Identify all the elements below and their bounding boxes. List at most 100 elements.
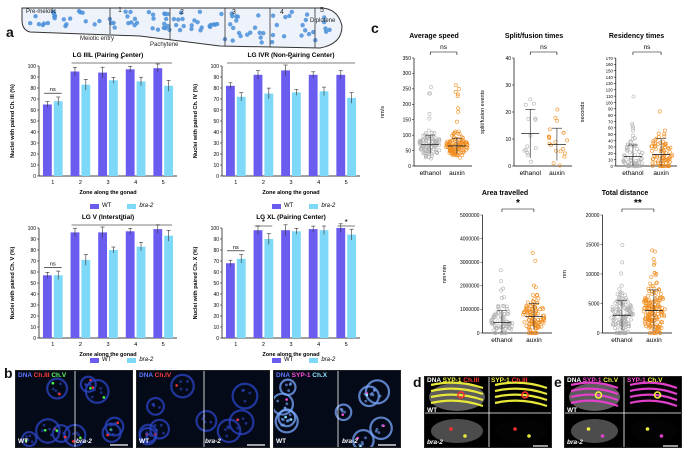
data-point: [627, 324, 632, 329]
chromatin: [288, 383, 292, 386]
y-tick-label: 30: [505, 83, 511, 89]
data-point: [624, 319, 628, 324]
data-point: [529, 159, 534, 164]
y-tick-label: 3000000: [460, 260, 480, 266]
gonad-nucleus: [306, 31, 312, 37]
legend-bra2-label: bra-2: [139, 203, 154, 209]
data-point: [655, 161, 660, 165]
micro-b3-nuclei: [274, 371, 396, 447]
data-point: [631, 163, 636, 167]
data-point: [658, 292, 663, 296]
gonad-nucleus: [197, 9, 203, 15]
y-tick-label: 1000000: [460, 307, 480, 313]
x-tick-label: auxin: [646, 337, 662, 344]
y-tick-label: 90: [30, 75, 36, 81]
micro-label-wt: WT: [567, 407, 578, 414]
gonad-nucleus: [258, 35, 263, 40]
data-point: [451, 151, 456, 155]
data-point: [662, 134, 667, 138]
x-tick-label: 3: [106, 180, 109, 186]
data-point: [536, 317, 541, 322]
data-point: [525, 314, 530, 318]
chromatin: [62, 431, 66, 435]
y-tick-label: 10: [30, 163, 36, 169]
y-tick-label: 170: [606, 56, 614, 61]
legend-bra2-swatch: [309, 357, 319, 363]
gonad-schematic: Pre-meiotic 1 2 3 4 5 Diplotene Meiotic …: [21, 7, 343, 49]
fish-signal: [89, 386, 92, 390]
fish-signal: [356, 436, 359, 440]
data-point: [534, 331, 539, 335]
data-point: [652, 313, 657, 318]
data-point: [657, 314, 662, 319]
micro-d: DNA SYP-1 Ch.III SYP-1 Ch.III WT bra-2: [424, 376, 552, 448]
fish-signal: [55, 429, 59, 432]
y-axis-label: Nuclei with paired Ch. III (%): [10, 84, 16, 158]
y-tick-label: 50: [30, 281, 36, 287]
y-tick-label: 80: [30, 248, 36, 254]
gonad-nucleus: [189, 26, 194, 32]
data-point: [641, 299, 646, 304]
gonad-nucleus: [167, 27, 172, 33]
data-point: [626, 160, 631, 164]
x-tick-label: 5: [345, 342, 348, 348]
y-tick-label: 60: [30, 270, 36, 276]
bar-bra2: [109, 250, 118, 338]
data-point: [434, 147, 438, 152]
chart-title: Split/fusion times: [505, 33, 563, 40]
data-point: [660, 320, 665, 325]
y-tick-label: 4000000: [460, 236, 480, 242]
data-point: [653, 154, 658, 159]
chromatin: [159, 423, 163, 427]
data-point: [437, 143, 442, 147]
synaptonemal-complex: [430, 387, 484, 396]
data-point: [643, 295, 648, 300]
data-point: [429, 144, 433, 149]
data-point: [626, 142, 631, 147]
y-tick-label: 70: [30, 97, 36, 103]
gonad-nucleus: [83, 19, 88, 24]
data-point: [615, 305, 619, 309]
y-tick-label: 60: [213, 270, 219, 276]
data-point: [427, 149, 431, 154]
data-point: [656, 159, 660, 164]
chromatin: [288, 418, 292, 422]
data-point: [458, 155, 463, 160]
chromatin: [369, 392, 373, 396]
data-point: [495, 319, 500, 324]
data-point: [629, 140, 633, 145]
y-tick-label: 30: [608, 145, 613, 150]
data-point: [449, 146, 454, 151]
data-point: [528, 311, 533, 316]
data-point: [421, 151, 426, 156]
data-point: [620, 260, 625, 265]
y-tick-label: 40: [213, 292, 219, 298]
gonad-label-5: 5: [320, 7, 324, 14]
data-point: [524, 308, 529, 313]
y-tick-label: 10: [505, 137, 511, 143]
chromatin: [280, 417, 284, 421]
bar-bra2: [164, 85, 174, 176]
chromatin: [276, 399, 280, 403]
bar-bra2: [109, 80, 118, 176]
data-point: [649, 319, 654, 323]
data-point: [465, 141, 469, 146]
chromatin: [227, 426, 230, 430]
gonad-nucleus: [323, 29, 329, 34]
data-point: [450, 153, 455, 158]
data-point: [653, 161, 658, 166]
micro-label-syp-ch: SYP-1 Ch.V: [627, 377, 663, 384]
y-tick-label: 15000: [586, 242, 600, 248]
dna-blob: [495, 419, 547, 443]
bar-wt: [70, 232, 80, 338]
data-point: [502, 314, 507, 319]
data-point: [628, 157, 633, 162]
data-point: [492, 328, 497, 333]
chromatin: [40, 429, 44, 432]
data-point: [547, 136, 552, 141]
bar-wt: [281, 230, 290, 338]
data-point: [619, 331, 624, 335]
nucleus: [334, 403, 353, 422]
chromatin: [75, 431, 79, 435]
micro-label-bra2: bra-2: [342, 438, 358, 445]
